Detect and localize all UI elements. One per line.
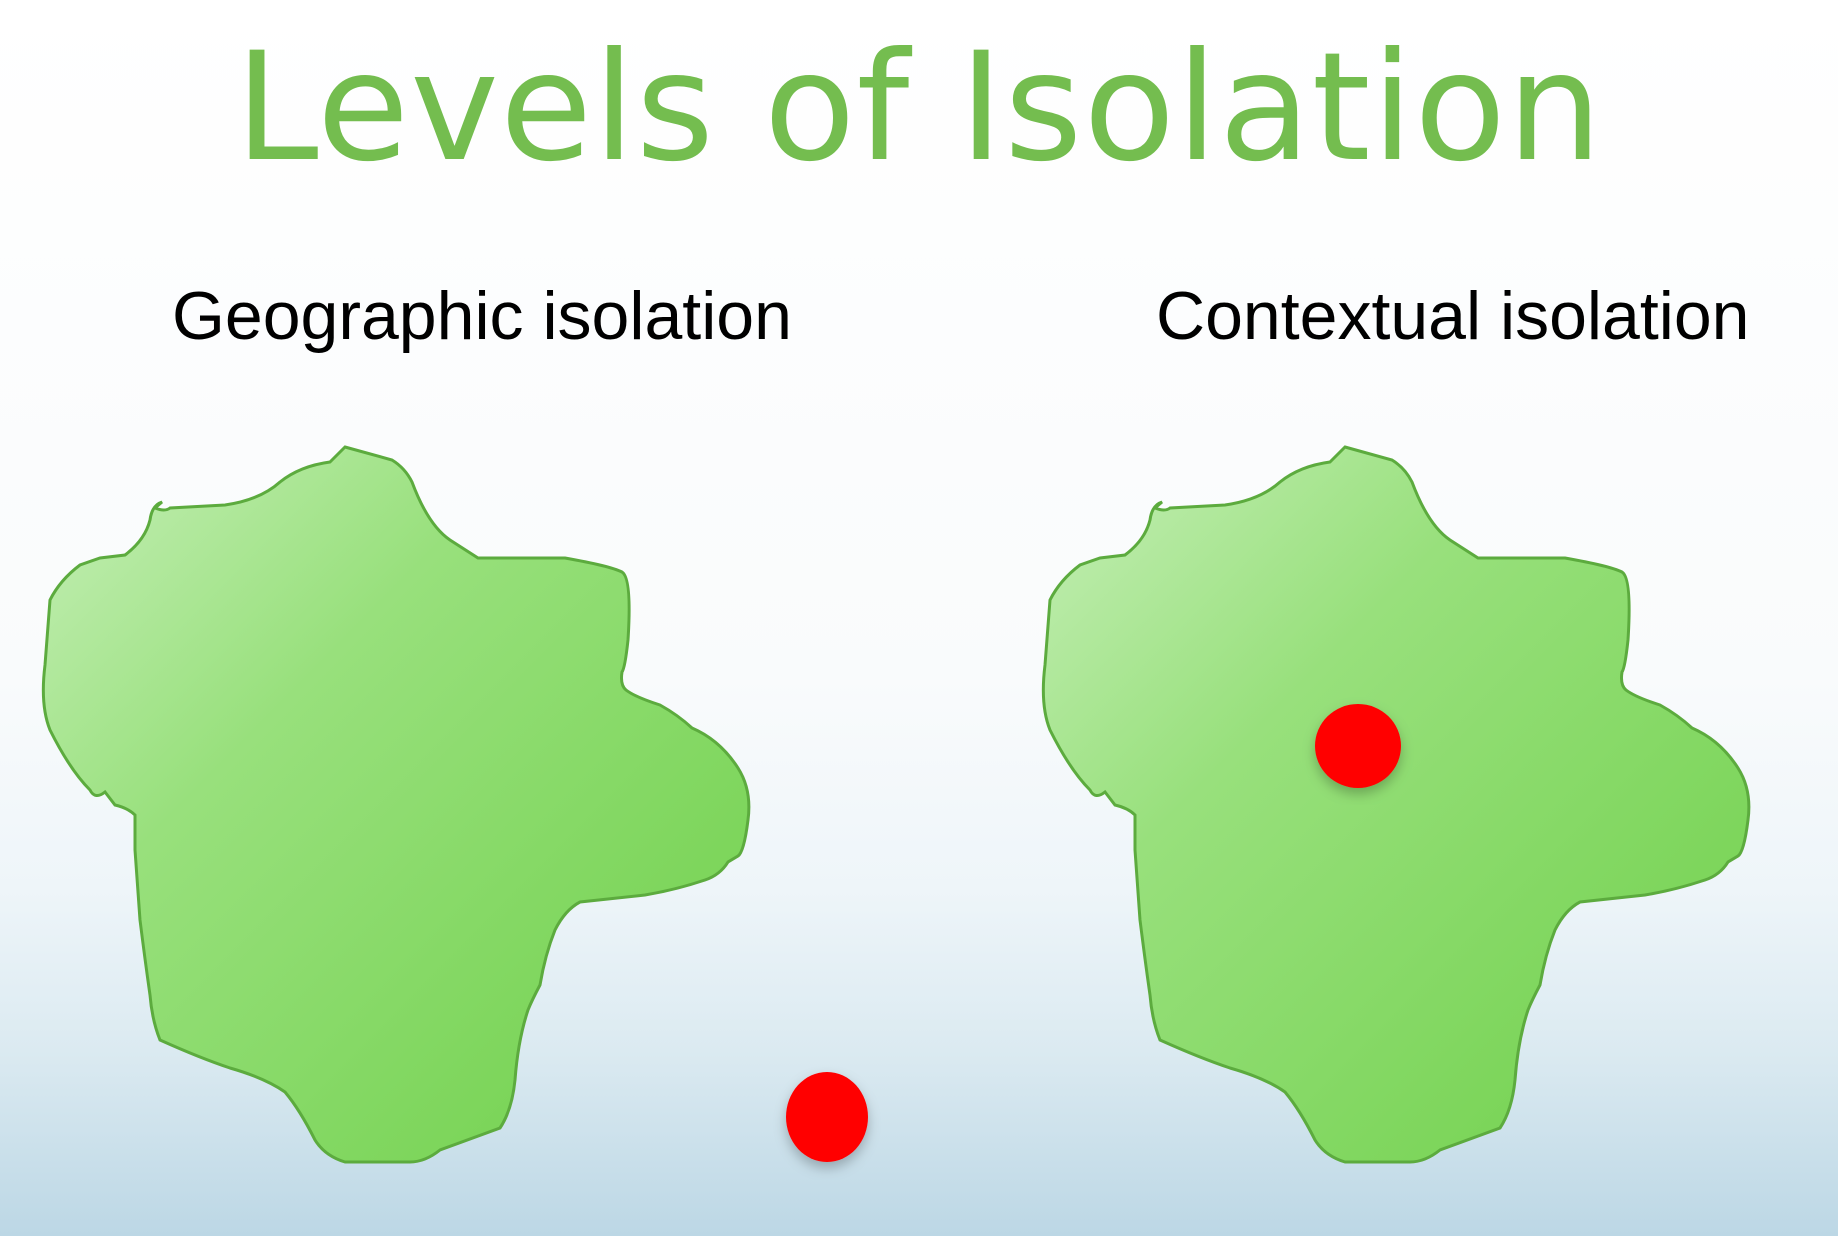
isolated-dot-outside: [786, 1072, 868, 1162]
geographic-region-shape: [41, 445, 751, 1164]
geographic-isolation-label: Geographic isolation: [172, 278, 792, 354]
contextual-isolation-label: Contextual isolation: [1156, 278, 1750, 354]
isolated-dot-inside: [1315, 704, 1401, 788]
slide-title: Levels of Isolation: [234, 21, 1604, 195]
contextual-region-shape: [1041, 445, 1751, 1164]
